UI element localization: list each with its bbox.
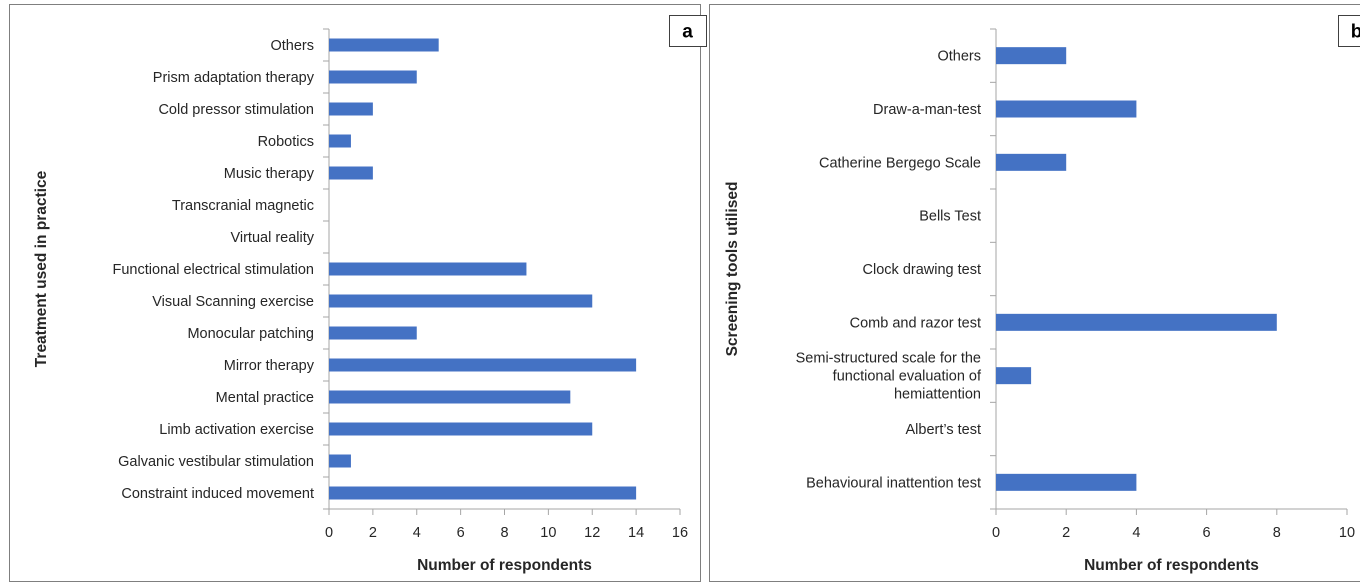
x-tick-label: 2 <box>1062 525 1070 541</box>
bar <box>329 423 592 436</box>
x-tick-label: 14 <box>628 525 644 541</box>
bar <box>329 71 417 84</box>
x-tick-label: 10 <box>1339 525 1355 541</box>
x-tick-label: 4 <box>1132 525 1140 541</box>
category-label: Functional electrical stimulation <box>113 262 314 278</box>
panel-b: 0 2 4 6 8 10 Others Draw-a-man-test Catherine Be… <box>710 5 1360 582</box>
x-axis-title: Number of respondents <box>417 557 592 574</box>
category-label: Comb and razor test <box>850 315 981 331</box>
panel-frame <box>710 5 1360 582</box>
bar <box>996 154 1066 171</box>
category-label: Cold pressor stimulation <box>158 102 314 118</box>
category-label: Visual Scanning exercise <box>152 294 314 310</box>
panel-label: a <box>682 22 693 43</box>
category-label: Monocular patching <box>187 326 314 342</box>
category-label: Bells Test <box>919 209 981 225</box>
x-axis-title: Number of respondents <box>1084 557 1259 574</box>
category-label: Draw-a-man-test <box>873 102 981 118</box>
bar <box>996 101 1136 118</box>
x-tick-label: 8 <box>1273 525 1281 541</box>
category-label: Semi-structured scale for the <box>796 351 981 367</box>
bar <box>329 487 636 500</box>
category-label: Mental practice <box>216 390 314 406</box>
category-label: Catherine Bergego Scale <box>819 155 981 171</box>
bar <box>329 455 351 468</box>
bar <box>329 39 439 52</box>
category-label: hemiattention <box>894 387 981 403</box>
category-label: Mirror therapy <box>224 358 315 374</box>
category-label: functional evaluation of <box>833 369 982 385</box>
category-label: Clock drawing test <box>863 262 981 278</box>
category-label: Albert’s test <box>906 422 982 438</box>
bar <box>996 314 1277 331</box>
category-label: Constraint induced movement <box>121 486 314 502</box>
bar <box>996 367 1031 384</box>
x-tick-label: 8 <box>500 525 508 541</box>
x-tick-label: 0 <box>325 525 333 541</box>
bar <box>329 327 417 340</box>
bar <box>329 263 526 276</box>
category-label: Virtual reality <box>230 230 314 246</box>
panel-label: b <box>1351 22 1360 43</box>
bar <box>329 295 592 308</box>
bar <box>329 103 373 116</box>
x-tick-label: 0 <box>992 525 1000 541</box>
x-tick-label: 2 <box>369 525 377 541</box>
x-tick-label: 6 <box>457 525 465 541</box>
category-label: Robotics <box>258 134 314 150</box>
category-label: Prism adaptation therapy <box>153 70 315 86</box>
bar <box>996 47 1066 64</box>
x-tick-label: 12 <box>584 525 600 541</box>
category-label: Others <box>937 49 981 65</box>
y-axis-title: Treatment used in practice <box>33 170 50 367</box>
category-label: Transcranial magnetic <box>172 198 314 214</box>
bar <box>329 135 351 148</box>
category-label: Galvanic vestibular stimulation <box>118 454 314 470</box>
x-tick-label: 16 <box>672 525 688 541</box>
category-label: Others <box>270 38 314 54</box>
category-label: Behavioural inattention test <box>806 475 981 491</box>
bar <box>329 359 636 372</box>
y-axis-title: Screening tools utilised <box>724 182 741 357</box>
bar <box>329 391 570 404</box>
bar <box>996 474 1136 491</box>
category-label: Limb activation exercise <box>159 422 314 438</box>
x-tick-label: 4 <box>413 525 421 541</box>
category-label: Music therapy <box>224 166 315 182</box>
x-tick-label: 6 <box>1203 525 1211 541</box>
x-tick-label: 10 <box>540 525 556 541</box>
bar <box>329 167 373 180</box>
panel-a: 0 2 4 6 8 10 12 14 16 Others Prism adaptation ther… <box>10 5 707 582</box>
